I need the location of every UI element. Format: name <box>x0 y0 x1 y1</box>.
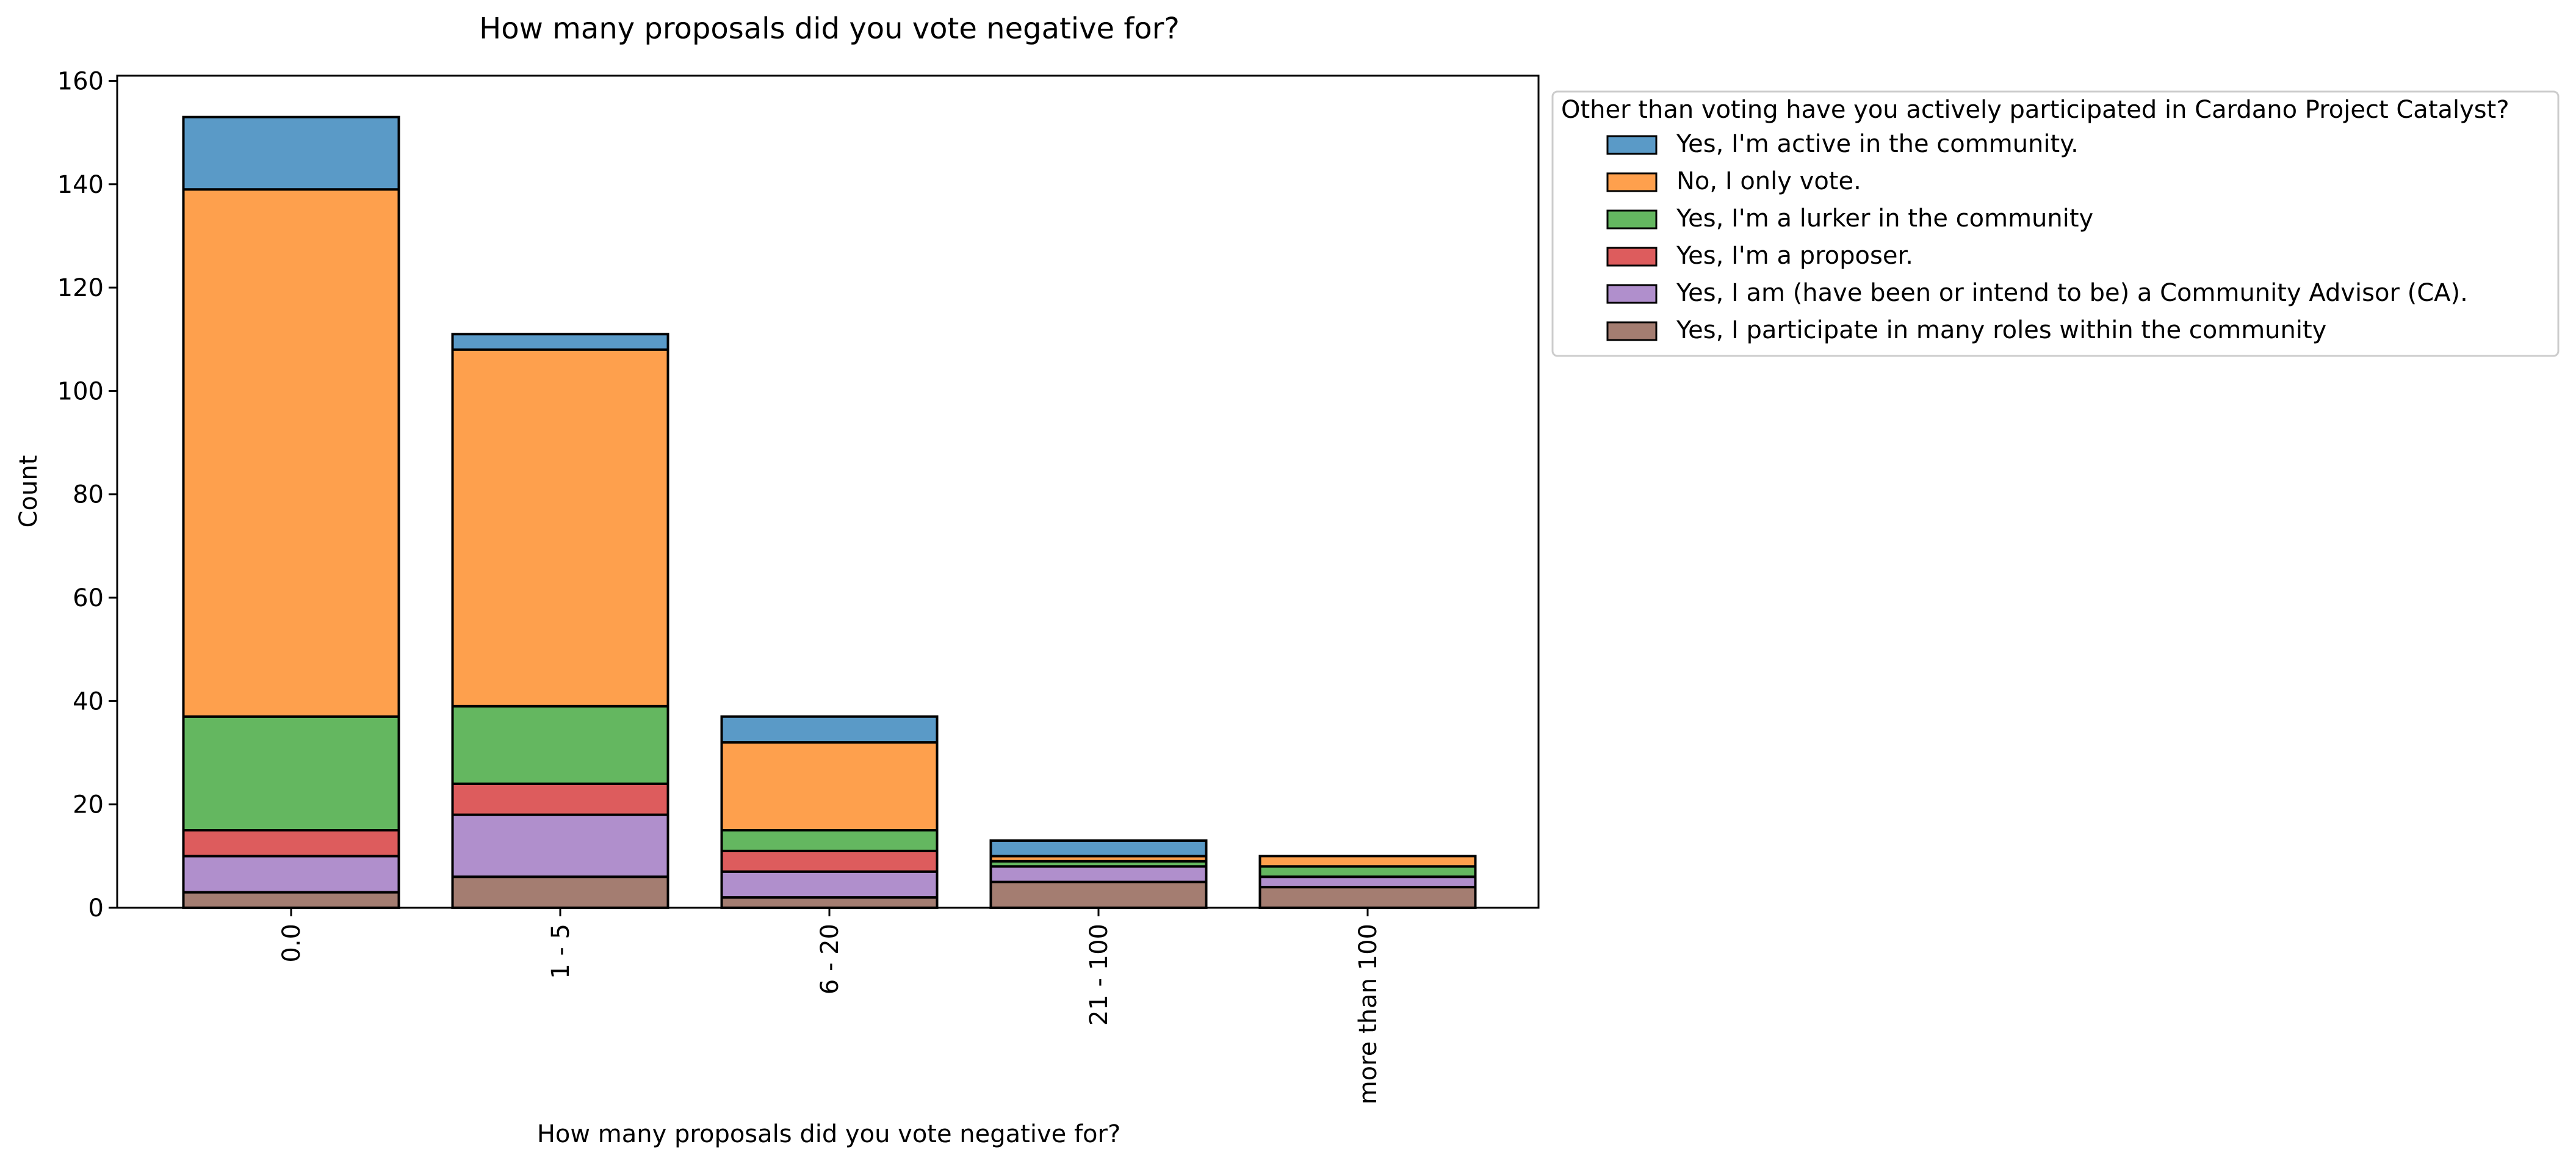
bar-segment <box>1258 875 1477 889</box>
y-tick-label: 140 <box>57 171 104 199</box>
y-tick-label: 20 <box>73 791 104 819</box>
bar-segment <box>1258 865 1477 878</box>
x-tick-label: 0.0 <box>278 924 306 963</box>
legend-swatch <box>1606 172 1658 192</box>
bar-segment <box>451 782 669 816</box>
y-tick-label: 80 <box>73 481 104 509</box>
y-axis: 0 20 40 60 80 100 120 140 160 <box>57 67 117 922</box>
bar-segment <box>451 348 669 708</box>
y-tick-label: 40 <box>73 687 104 715</box>
bar-segment <box>451 875 669 909</box>
legend-swatch <box>1606 135 1658 155</box>
x-axis: 0.0 1 - 5 6 - 20 21 - 100 more than 100 <box>278 908 1382 1104</box>
y-axis-label: Count <box>15 455 43 528</box>
bar-segment <box>182 829 400 858</box>
legend-frame <box>1551 90 2560 357</box>
x-tick-label: 6 - 20 <box>816 924 844 994</box>
y-tick-label: 100 <box>57 377 104 405</box>
bar-segment <box>720 741 939 832</box>
legend-swatch <box>1606 209 1658 230</box>
x-axis-label: How many proposals did you vote negative… <box>537 1120 1120 1148</box>
bar-segment <box>720 870 939 899</box>
bar-segment <box>451 813 669 878</box>
bar-segment <box>182 115 400 191</box>
bar-segment <box>720 715 939 744</box>
bar-segment <box>1258 855 1477 868</box>
legend-swatch <box>1606 247 1658 267</box>
y-tick-label: 120 <box>57 274 104 302</box>
bar-segment <box>1258 886 1477 909</box>
bar-segment <box>720 849 939 873</box>
legend: Other than voting have you actively part… <box>1551 90 2560 357</box>
legend-label: Yes, I'm a lurker in the community <box>1676 205 2093 233</box>
bar-segment <box>720 896 939 910</box>
bar-segment <box>182 715 400 832</box>
x-tick-label: more than 100 <box>1354 924 1382 1104</box>
legend-label: Yes, I'm active in the community. <box>1676 130 2079 158</box>
plot-frame <box>116 74 1540 909</box>
bar-segment <box>182 891 400 910</box>
bar-segment <box>989 865 1208 883</box>
chart-title: How many proposals did you vote negative… <box>479 12 1180 46</box>
y-tick-label: 0 <box>88 894 104 922</box>
bar-segment <box>720 829 939 852</box>
legend-label: Yes, I am (have been or intend to be) a … <box>1676 279 2468 307</box>
bar-segment <box>451 333 669 351</box>
bars-group <box>182 115 1477 910</box>
legend-label: Yes, I'm a proposer. <box>1676 242 1913 270</box>
legend-swatch <box>1606 284 1658 304</box>
x-tick-label: 1 - 5 <box>547 924 575 979</box>
legend-swatch <box>1606 321 1658 341</box>
x-tick-label: 21 - 100 <box>1085 924 1113 1026</box>
y-tick-label: 60 <box>73 584 104 612</box>
y-tick-label: 160 <box>57 67 104 95</box>
bar-segment <box>182 188 400 718</box>
legend-label: No, I only vote. <box>1676 167 1861 195</box>
legend-title: Other than voting have you actively part… <box>1561 96 2509 124</box>
bar-segment <box>989 839 1208 858</box>
bar-segment <box>989 880 1208 909</box>
legend-label: Yes, I participate in many roles within … <box>1676 316 2326 344</box>
bar-segment <box>182 855 400 894</box>
bar-segment <box>451 704 669 785</box>
